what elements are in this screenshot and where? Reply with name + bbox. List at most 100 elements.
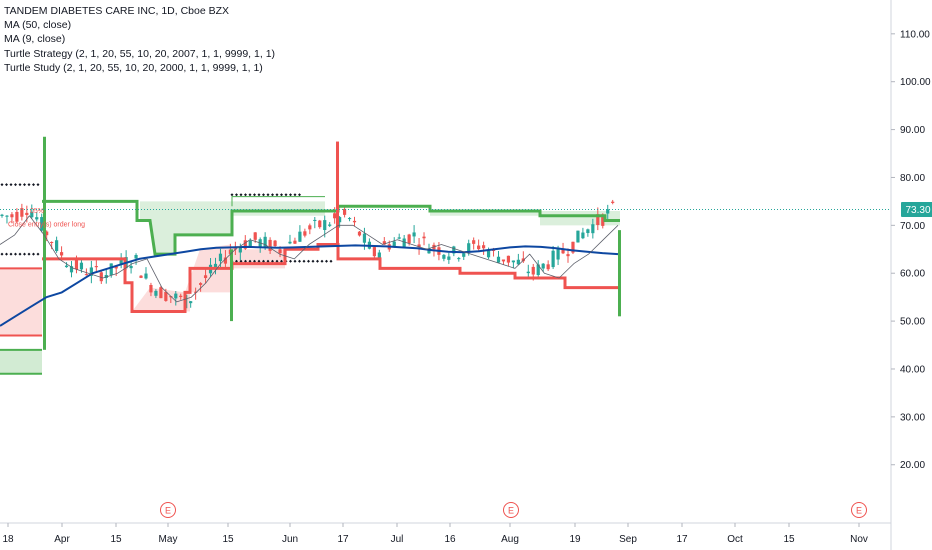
candle-body <box>556 247 560 260</box>
candle-body <box>199 283 203 285</box>
earnings-marker <box>160 502 176 518</box>
x-tick-label: 15 <box>783 534 795 545</box>
last-price-tag <box>901 202 932 218</box>
earnings-marker-label: E <box>508 506 514 516</box>
candle-body <box>119 257 123 265</box>
candle-body <box>496 256 501 263</box>
x-tick-label: 17 <box>676 534 688 545</box>
candle-body <box>392 241 396 247</box>
candle-body <box>596 214 600 226</box>
x-tick-label: Aug <box>501 534 519 545</box>
stop-dot <box>235 259 238 263</box>
candle-body <box>566 254 570 257</box>
y-tick-label: 70.00 <box>900 221 925 232</box>
stop-dot <box>284 193 288 197</box>
candle-body <box>59 252 64 256</box>
candle-body <box>298 231 302 242</box>
candle-body <box>238 247 242 253</box>
stop-dot <box>302 259 306 263</box>
x-tick-label: Jul <box>391 534 404 545</box>
candle-body <box>273 240 277 247</box>
candle-body <box>99 272 103 282</box>
signal-spike <box>336 141 339 245</box>
stop-dot <box>280 193 283 197</box>
candle-body <box>203 275 208 279</box>
stop-dot <box>5 183 8 187</box>
candle-body <box>352 220 357 223</box>
candle-body <box>45 231 49 236</box>
candle-body <box>482 245 486 249</box>
lower-channel-line <box>42 242 618 314</box>
candle-body <box>74 258 79 270</box>
stop-dot <box>257 193 261 197</box>
candle-body <box>149 284 153 293</box>
candle-body <box>362 233 367 243</box>
candle-body <box>94 266 98 268</box>
stop-dot <box>257 259 261 263</box>
candle-body <box>377 252 381 258</box>
stop-dot <box>320 259 324 263</box>
y-tick-label: 30.00 <box>900 412 925 423</box>
candle-body <box>293 240 297 244</box>
stop-dot <box>280 259 283 263</box>
stop-dot <box>293 193 297 197</box>
upper-band-fill <box>140 201 325 255</box>
candle-body <box>541 263 545 269</box>
y-tick-label: 100.00 <box>900 77 931 88</box>
annotation-close-order: Close entry(s) order long <box>8 221 85 228</box>
stop-dot <box>307 259 310 263</box>
candle-body <box>576 230 580 243</box>
candle-body <box>586 229 590 234</box>
candle-body <box>333 213 337 219</box>
candle-body <box>79 262 84 270</box>
y-tick-label: 80.00 <box>900 173 925 184</box>
candle-body <box>422 236 426 239</box>
legend: TANDEM DIABETES CARE INC, 1D, Cboe BZX M… <box>4 4 275 75</box>
candle-body <box>154 290 158 296</box>
stop-dot <box>14 252 17 256</box>
candle-body <box>164 291 168 301</box>
candle-body <box>179 295 183 298</box>
candle-body <box>84 274 89 276</box>
upper-channel-edge <box>231 196 325 207</box>
candle-body <box>69 266 74 273</box>
candle-body <box>462 253 466 257</box>
candle-body <box>477 245 481 250</box>
lower-band-fill <box>0 268 42 336</box>
candle-body <box>194 291 198 293</box>
last-price-label: 73.30 <box>905 205 930 216</box>
candle-body <box>134 254 138 259</box>
candle-body <box>243 240 247 249</box>
candle-body <box>288 241 292 244</box>
upper-band-fill <box>0 349 42 374</box>
stop-dot <box>266 259 270 263</box>
stop-dot <box>27 252 31 256</box>
stop-dot <box>248 193 252 197</box>
stop-dot <box>9 252 13 256</box>
signal-spike <box>230 249 233 322</box>
candle-body <box>417 244 421 248</box>
stop-dot <box>239 259 243 263</box>
candle-body <box>159 287 163 299</box>
candle-body <box>412 232 416 237</box>
candle-body <box>323 220 327 230</box>
candle-body <box>397 237 401 239</box>
stop-dot <box>248 259 252 263</box>
candle-body <box>253 232 257 240</box>
candle-body <box>347 218 352 220</box>
candle-body <box>89 267 93 276</box>
x-tick-label: 15 <box>222 534 234 545</box>
stop-dot <box>275 259 279 263</box>
stop-dot <box>32 183 35 187</box>
candle-body <box>109 263 113 275</box>
stop-dot <box>316 259 319 263</box>
annotation-percent: 05% <box>30 208 44 215</box>
candle-body <box>486 250 491 258</box>
candle-body <box>213 263 218 268</box>
candle-body <box>20 208 24 217</box>
y-tick-label: 20.00 <box>900 460 925 471</box>
candle-body <box>268 239 272 251</box>
candle-body <box>313 219 317 221</box>
